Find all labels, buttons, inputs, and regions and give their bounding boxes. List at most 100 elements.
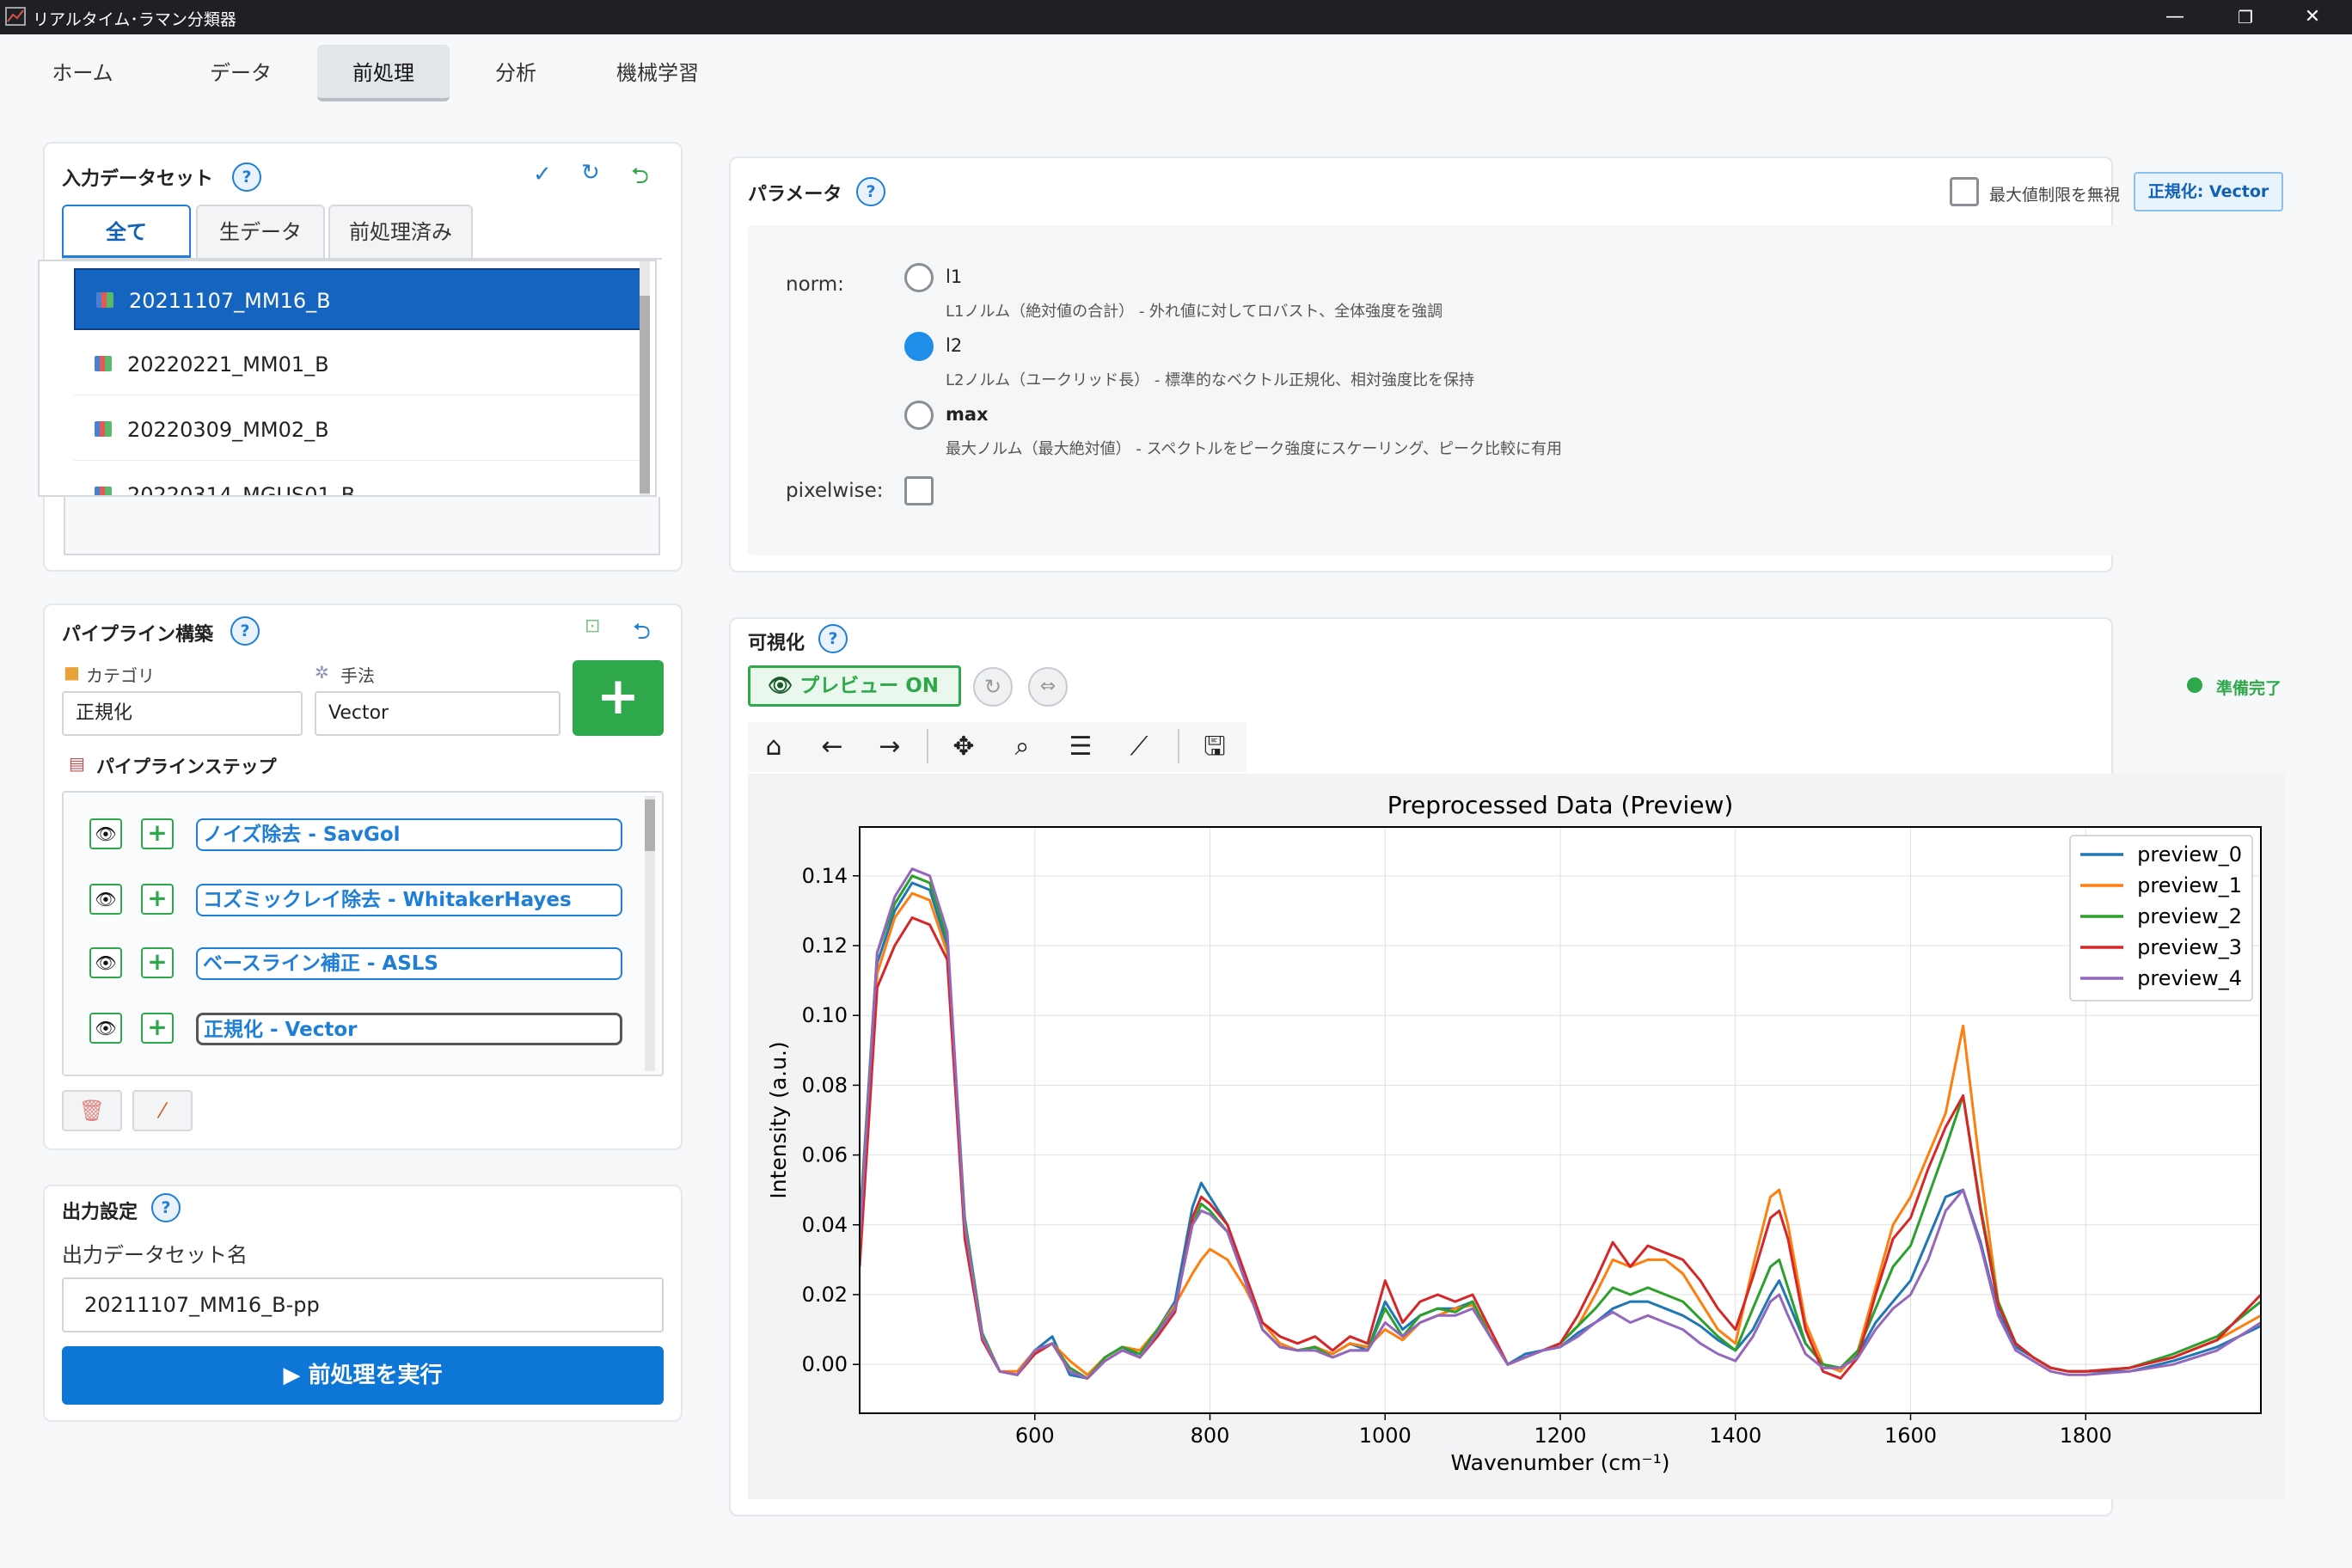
y-tick-label: 0.02 [802, 1283, 848, 1307]
radio-max[interactable] [904, 401, 934, 430]
ignore-max-checkbox[interactable] [1950, 177, 1979, 206]
plot-frame [859, 826, 2262, 1414]
y-tick-label: 0.04 [802, 1213, 848, 1237]
y-axis-label: Intensity (a.u.) [766, 1041, 791, 1198]
pipeline-help-button[interactable]: ? [230, 616, 260, 646]
pipeline-step: 👁 + ノイズ除去 - SavGol [89, 808, 622, 860]
method-badge: 正規化: Vector [2134, 172, 2283, 211]
series-line-preview_4 [860, 867, 2261, 1380]
run-preprocess-button[interactable]: ▶ 前処理を実行 [62, 1346, 664, 1405]
trash-icon[interactable]: 🗑 [62, 1090, 122, 1131]
x-tick-label: 1000 [1359, 1424, 1412, 1448]
subplots-icon[interactable]: ☰ [1069, 732, 1093, 762]
tab-ml[interactable]: 機械学習 [616, 61, 699, 85]
dataset-tab-raw[interactable]: 生データ [196, 205, 325, 258]
option-desc: L1ノルム（絶対値の合計） - 外れ値に対してロバスト、全体強度を強調 [946, 303, 1443, 321]
viz-title: 可視化 [748, 633, 805, 654]
plus-icon[interactable]: + [141, 818, 174, 849]
params-help-button[interactable]: ? [856, 177, 885, 206]
add-step-button[interactable]: + [573, 660, 664, 736]
option-desc: L2ノルム（ユークリッド長） - 標準的なベクトル正規化、相対強度比を保持 [946, 371, 1475, 389]
params-title: パラメータ [748, 184, 842, 205]
legend-box [2069, 835, 2253, 1001]
back-icon[interactable]: ← [821, 732, 843, 762]
y-tick-label: 0.10 [802, 1003, 848, 1027]
tab-analysis[interactable]: 分析 [495, 61, 536, 85]
forward-icon[interactable]: → [879, 732, 901, 762]
preview-label: プレビュー ON [799, 675, 940, 697]
input-dataset-title: 入力データセット [62, 168, 214, 190]
dataset-scrollbar[interactable] [640, 261, 650, 495]
import-icon[interactable]: ⊡ [585, 616, 601, 637]
step-label[interactable]: ベースライン補正 - ASLS [196, 947, 622, 980]
dataset-item[interactable]: 20220221_MM01_B [74, 334, 641, 395]
list-icon: ▤ [69, 753, 85, 774]
tab-data[interactable]: データ [210, 61, 272, 85]
pan-icon[interactable]: ✥ [952, 732, 975, 762]
option-desc: 最大ノルム（最大絶対値） - スペクトルをピーク強度にスケーリング、ピーク比較に… [946, 440, 1563, 458]
plus-icon[interactable]: + [141, 1013, 174, 1044]
legend-label: preview_3 [2137, 935, 2242, 959]
norm-label: norm: [786, 273, 844, 296]
preview-toggle-button[interactable]: 👁 プレビュー ON [748, 665, 961, 707]
method-select[interactable]: Vector [315, 691, 560, 736]
x-tick-label: 800 [1191, 1424, 1230, 1448]
pixelwise-checkbox[interactable] [904, 476, 934, 505]
dataset-item[interactable]: 20220309_MM02_B [74, 399, 641, 461]
x-tick-label: 1200 [1534, 1424, 1586, 1448]
eye-icon[interactable]: 👁 [89, 947, 122, 978]
step-label[interactable]: コズミックレイ除去 - WhitakerHayes [196, 884, 622, 916]
eye-icon[interactable]: 👁 [89, 818, 122, 849]
compare-icon[interactable]: ⇔ [1028, 667, 1068, 707]
radio-l2[interactable] [904, 332, 934, 361]
step-label[interactable]: ノイズ除去 - SavGol [196, 818, 622, 851]
steps-scrollbar[interactable] [645, 796, 655, 1071]
chart-container: 600 800 1000 1200 1400 1600 1800 0.00 0.02 0.04 0.… [748, 774, 2285, 1499]
output-help-button[interactable]: ? [151, 1193, 181, 1222]
dataset-chart-icon [95, 356, 112, 371]
export-pipeline-icon[interactable]: ⮌ [633, 619, 651, 645]
dataset-tab-all[interactable]: 全て [62, 205, 191, 258]
export-icon[interactable]: ⮌ [631, 163, 649, 189]
tab-home[interactable]: ホーム [52, 61, 113, 85]
close-button[interactable]: ✕ [2304, 6, 2321, 28]
refresh-icon[interactable]: ↻ [581, 160, 600, 186]
refresh-preview-icon[interactable]: ↻ [973, 667, 1013, 707]
output-name-field[interactable]: 20211107_MM16_B-pp [62, 1277, 664, 1332]
scroll-thumb[interactable] [645, 799, 655, 851]
dataset-item[interactable]: 20211107_MM16_B [74, 268, 645, 330]
maximize-button[interactable]: ❐ [2238, 7, 2253, 28]
gear-icon: ✲ [315, 662, 329, 683]
home-icon[interactable]: ⌂ [765, 732, 782, 762]
spectrum-chart[interactable]: 600 800 1000 1200 1400 1600 1800 0.00 0.02 0.04 0.… [748, 774, 2285, 1499]
minimize-button[interactable]: — [2165, 6, 2184, 28]
axes-edit-icon[interactable]: ⟋ [1130, 732, 1148, 762]
viz-help-button[interactable]: ? [818, 624, 848, 653]
pipeline-title: パイプライン構築 [62, 624, 214, 646]
eye-icon[interactable]: 👁 [89, 884, 122, 915]
tab-preprocess[interactable]: 前処理 [317, 45, 450, 101]
scroll-thumb[interactable] [640, 296, 650, 493]
x-tick-label: 1800 [2060, 1424, 2112, 1448]
brush-icon[interactable]: ⁄ [132, 1090, 193, 1131]
check-icon[interactable]: ✓ [533, 162, 552, 187]
radio-l1[interactable] [904, 263, 934, 292]
option-name: max [946, 404, 989, 425]
save-icon[interactable]: 🖫 [1204, 732, 1226, 762]
status-text: 準備完了 [2216, 679, 2282, 698]
step-label[interactable]: 正規化 - Vector [196, 1013, 622, 1045]
ignore-max-label: 最大値制限を無視 [1989, 186, 2121, 205]
category-select[interactable]: 正規化 [62, 691, 303, 736]
dataset-item[interactable]: 20220314_MGUS01_B [74, 464, 641, 495]
toolbar-separator [1178, 729, 1179, 763]
dataset-list-footer [64, 497, 660, 555]
plot-toolbar [748, 722, 1246, 772]
dataset-help-button[interactable]: ? [232, 162, 261, 192]
eye-icon[interactable]: 👁 [89, 1013, 122, 1044]
zoom-icon[interactable]: ⌕ [1014, 732, 1030, 762]
dataset-tab-processed[interactable]: 前処理済み [328, 205, 473, 258]
y-tick-label: 0.06 [802, 1143, 848, 1167]
plus-icon[interactable]: + [141, 884, 174, 915]
y-tick-label: 0.14 [802, 864, 848, 888]
plus-icon[interactable]: + [141, 947, 174, 978]
